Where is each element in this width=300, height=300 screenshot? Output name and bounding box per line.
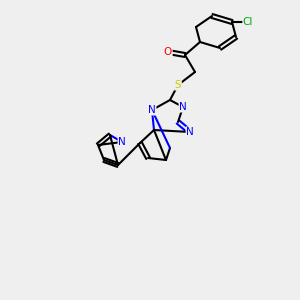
Text: S: S xyxy=(175,80,181,90)
Text: N: N xyxy=(148,105,156,115)
Text: N: N xyxy=(186,127,194,137)
Text: Cl: Cl xyxy=(243,17,253,27)
Text: N: N xyxy=(118,137,126,147)
Text: O: O xyxy=(164,47,172,57)
Text: N: N xyxy=(179,102,187,112)
